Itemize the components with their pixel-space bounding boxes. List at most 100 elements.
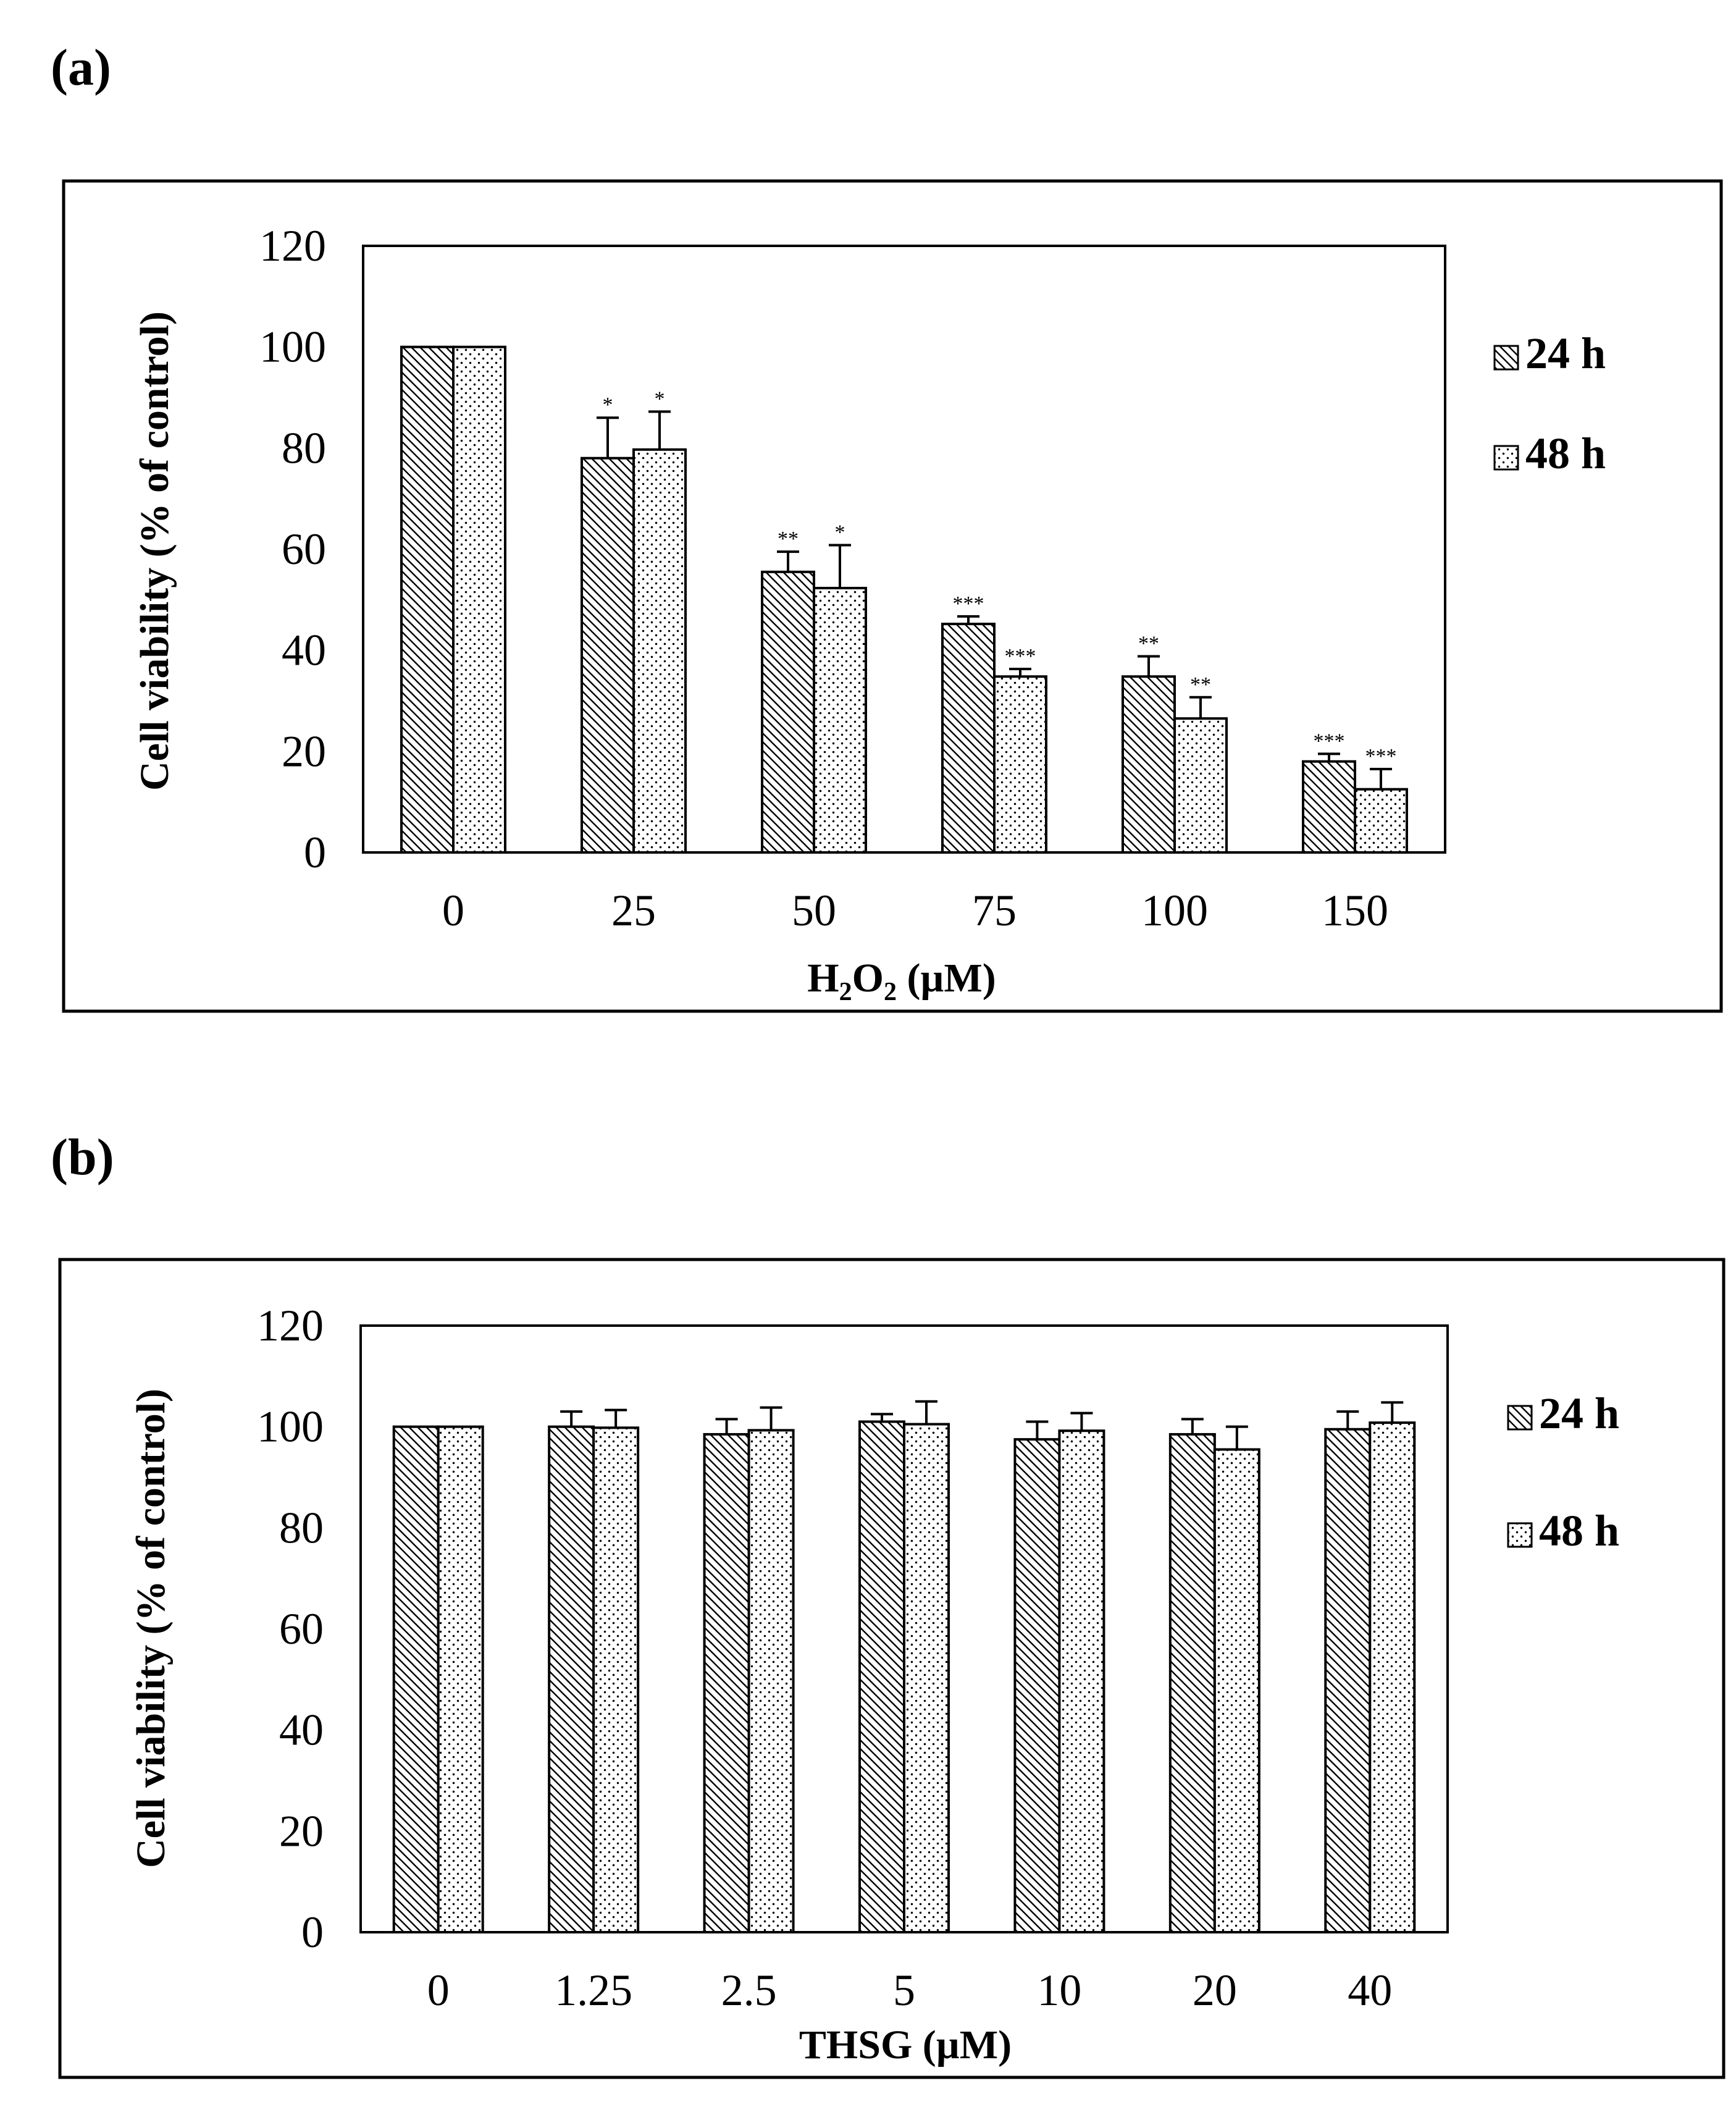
error-bar: [1026, 1420, 1049, 1440]
bar-24h-5: [858, 1420, 905, 1933]
bar-24h-100: [1122, 675, 1176, 854]
bar-48h-100: [1173, 717, 1228, 854]
y-tick-label: 0: [304, 828, 326, 877]
x-axis-title-o: O: [852, 956, 884, 1001]
x-axis-title: THSG (µM): [799, 2022, 1012, 2067]
y-tick-label: 0: [301, 1908, 324, 1957]
error-bar: [760, 1406, 782, 1431]
x-tick-label: 50: [792, 886, 836, 935]
y-tick-label: 80: [279, 1503, 324, 1552]
error-bar: [1070, 1411, 1093, 1431]
x-tick-label: 10: [1037, 1966, 1081, 2015]
y-tick-label: 80: [282, 423, 326, 473]
bar-48h-2.5: [747, 1429, 795, 1933]
x-axis-title-sub2: 2: [884, 978, 897, 1006]
panel-b-label: (b): [51, 1129, 114, 1186]
y-tick-label: 40: [279, 1706, 324, 1755]
x-tick-label: 150: [1322, 886, 1388, 935]
bar-24h-50: [761, 570, 815, 854]
y-axis-title: Cell viability (% of control): [132, 311, 177, 791]
bar-48h-0: [452, 345, 506, 854]
bar-24h-2.5: [703, 1432, 750, 1934]
error-bar: [648, 410, 671, 450]
bar-24h-20: [1168, 1432, 1216, 1934]
bar-24h-40: [1324, 1428, 1372, 1933]
y-tick-label: 120: [259, 221, 326, 271]
error-bar: [1181, 1418, 1204, 1434]
error-bar: [829, 544, 851, 589]
y-tick-label: 120: [257, 1301, 324, 1350]
legend-label-48h: 48 h: [1525, 429, 1606, 478]
x-axis-title-h: H: [807, 956, 839, 1001]
significance-mark: *: [603, 393, 613, 416]
error-bar: [1138, 655, 1160, 677]
bar-48h-5: [903, 1423, 950, 1933]
error-bar: [1381, 1401, 1404, 1423]
y-tick-label: 20: [282, 726, 326, 776]
x-tick-label: 0: [442, 886, 464, 935]
bar-24h-75: [941, 623, 996, 854]
bar-24h-25: [581, 456, 635, 854]
y-tick-label: 40: [282, 626, 326, 675]
bar-24h-10: [1013, 1438, 1061, 1933]
y-tick-label: 100: [257, 1402, 324, 1452]
significance-mark: **: [1190, 673, 1211, 696]
error-bar: [715, 1418, 738, 1434]
error-bar: [1370, 767, 1392, 789]
x-tick-label: 40: [1348, 1966, 1392, 2015]
legend-label-24h: 24 h: [1539, 1389, 1619, 1438]
bar-24h-0: [400, 345, 455, 854]
bar-48h-10: [1058, 1429, 1105, 1934]
bar-48h-150: [1354, 788, 1408, 854]
bar-48h-25: [632, 448, 687, 854]
x-tick-label: 25: [611, 886, 656, 935]
legend-label-48h: 48 h: [1539, 1506, 1619, 1555]
bar-48h-20: [1213, 1448, 1260, 1934]
significance-mark: **: [1138, 632, 1159, 655]
bar-48h-50: [813, 587, 867, 854]
figure-frame: [62, 179, 1723, 1013]
significance-mark: *: [655, 387, 665, 410]
legend-swatch-48h: [1493, 445, 1519, 471]
y-tick-label: 60: [279, 1604, 324, 1654]
error-bar: [1318, 752, 1340, 762]
x-tick-label: 75: [972, 886, 1017, 935]
error-bar: [915, 1400, 937, 1424]
error-bar: [1336, 1410, 1359, 1429]
error-bar: [777, 550, 799, 572]
bar-48h-75: [993, 675, 1047, 854]
y-tick-label: 20: [279, 1806, 324, 1856]
y-tick-label: 100: [259, 322, 326, 372]
error-bar: [1189, 696, 1212, 719]
error-bar: [871, 1413, 893, 1422]
significance-mark: ***: [1005, 645, 1036, 668]
legend: 24 h 48 h: [1493, 329, 1606, 478]
legend-swatch-24h: [1507, 1405, 1533, 1431]
y-axis-title: Cell viability (% of control): [128, 1389, 174, 1868]
bar-24h-1.25: [548, 1425, 595, 1933]
significance-mark: ***: [953, 592, 984, 615]
error-bar: [560, 1410, 583, 1427]
x-tick-label: 100: [1141, 886, 1208, 935]
bar-48h-0: [437, 1425, 484, 1933]
x-tick-label: 1.25: [555, 1966, 632, 2015]
bar-24h-150: [1302, 760, 1356, 854]
y-tick-label: 60: [282, 524, 326, 574]
bar-48h-1.25: [592, 1426, 640, 1933]
legend-label-24h: 24 h: [1525, 329, 1606, 378]
x-tick-label: 0: [427, 1966, 450, 2015]
significance-mark: ***: [1365, 745, 1397, 768]
chart-b: 0 20 40 60 80 100 120 0 1.25 2.5 5 10 20 40 Cell via…: [58, 1258, 1726, 2079]
x-axis-title-unit: (µM): [897, 956, 996, 1001]
x-tick-label: 5: [893, 1966, 915, 2015]
plot-area: [362, 245, 1446, 854]
significance-mark: *: [835, 521, 845, 544]
error-bar: [597, 416, 619, 458]
bar-24h-0: [392, 1425, 440, 1933]
significance-mark: **: [778, 528, 799, 550]
legend-swatch-48h: [1507, 1522, 1533, 1548]
x-tick-label: 20: [1193, 1966, 1237, 2015]
error-bar: [1009, 667, 1031, 677]
legend-swatch-24h: [1493, 345, 1519, 371]
